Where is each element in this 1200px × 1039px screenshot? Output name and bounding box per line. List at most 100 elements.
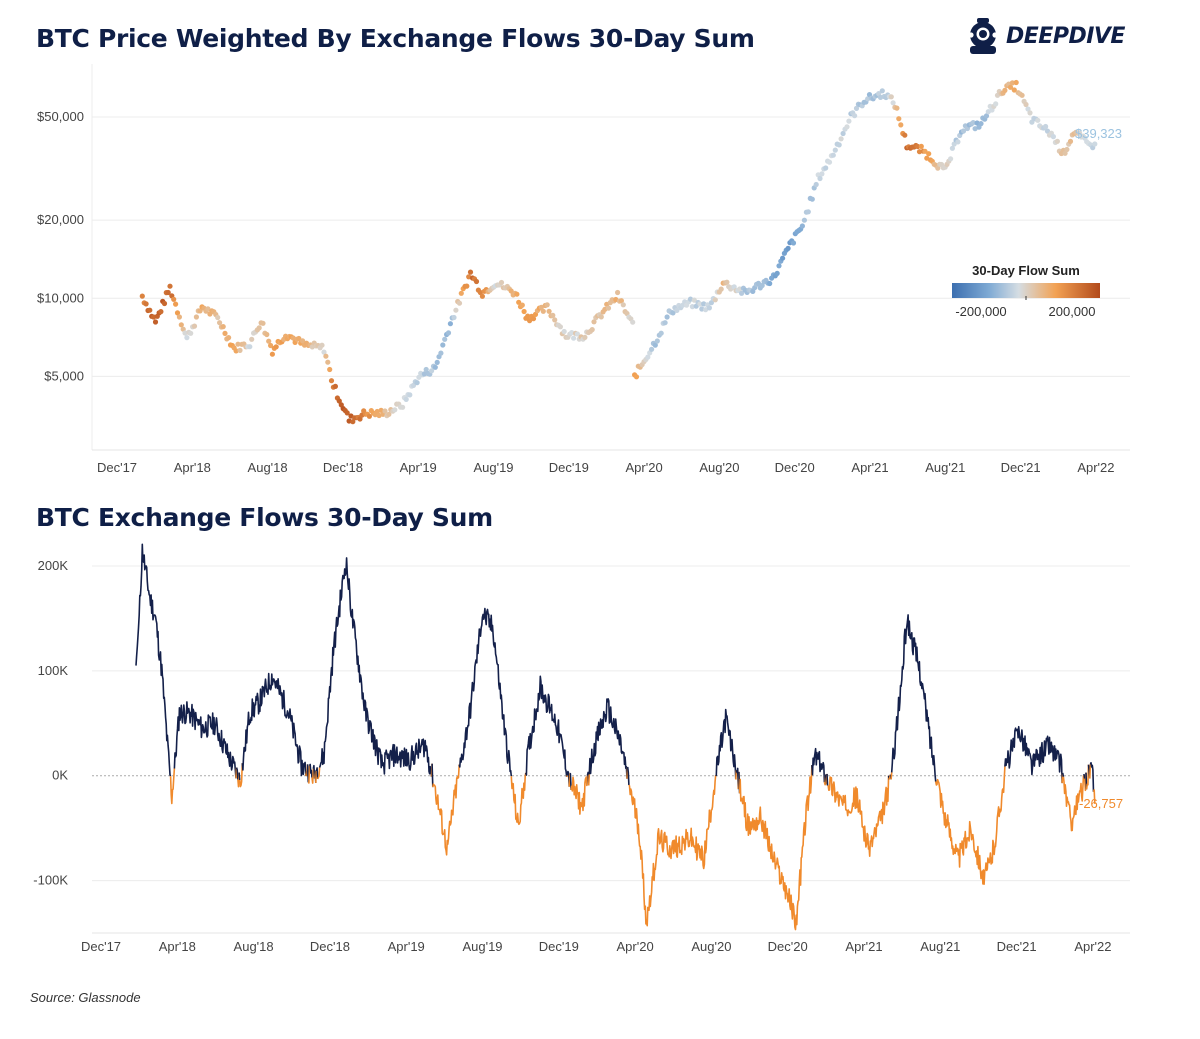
price-point <box>184 335 190 341</box>
price-point <box>188 330 194 336</box>
price-point <box>955 139 961 145</box>
price-point <box>598 314 604 320</box>
inflow-segment <box>306 764 310 783</box>
price-point <box>456 300 463 306</box>
price-point <box>896 116 902 122</box>
x-tick-label: Aug'20 <box>691 939 731 954</box>
x-tick-label: Apr'21 <box>851 460 888 475</box>
price-point <box>674 307 680 313</box>
price-point <box>321 349 327 355</box>
price-point <box>1007 84 1014 90</box>
price-point <box>161 300 168 307</box>
price-point <box>826 159 833 165</box>
outflow-segment <box>587 774 591 786</box>
price-point <box>165 289 171 296</box>
price-point <box>442 336 448 342</box>
outflow-segment <box>1092 789 1096 804</box>
inflow-segment <box>318 557 433 777</box>
price-point <box>143 301 149 307</box>
price-point <box>582 334 588 340</box>
price-point <box>178 322 184 328</box>
price-point <box>247 344 253 350</box>
price-point <box>269 351 275 357</box>
price-point <box>832 147 838 153</box>
x-tick-label: Apr'22 <box>1074 939 1111 954</box>
x-tick-label: Aug'18 <box>248 460 288 475</box>
x-tick-label: Dec'18 <box>323 460 363 475</box>
flow-color-legend: 30-Day Flow Sum -200,000 200,000 <box>952 263 1100 319</box>
price-point <box>453 307 459 313</box>
price-point <box>649 346 655 352</box>
price-point <box>724 279 730 285</box>
x-tick-label: Apr'19 <box>400 460 437 475</box>
price-point <box>217 320 223 326</box>
x-tick-label: Dec'21 <box>1001 460 1041 475</box>
price-point <box>983 113 990 119</box>
price-point <box>432 364 438 370</box>
price-point <box>922 148 928 154</box>
price-point <box>197 308 203 314</box>
price-point <box>1092 141 1098 147</box>
inflow-segment <box>715 708 737 780</box>
inflow-segment <box>826 773 829 786</box>
price-point <box>521 308 527 315</box>
price-point <box>894 105 900 111</box>
price-point <box>434 359 440 365</box>
price-chart-title: BTC Price Weighted By Exchange Flows 30-… <box>36 24 755 53</box>
price-point <box>325 359 331 365</box>
price-point <box>890 100 896 106</box>
price-point <box>830 152 836 158</box>
diver-helmet-icon <box>968 18 998 54</box>
price-point <box>571 335 577 341</box>
price-point <box>633 374 640 380</box>
price-point <box>423 366 429 373</box>
inflow-segment <box>588 698 628 779</box>
price-point <box>350 419 356 425</box>
price-point <box>817 175 823 182</box>
price-point <box>1050 134 1056 140</box>
price-point <box>508 288 514 294</box>
x-tick-label: Aug'18 <box>234 939 274 954</box>
inflow-segment <box>235 767 239 780</box>
x-tick-label: Aug'19 <box>462 939 502 954</box>
price-point <box>139 293 145 299</box>
outflow-segment <box>169 768 176 805</box>
price-point <box>264 331 270 338</box>
price-point <box>516 299 522 305</box>
price-point <box>1035 117 1041 123</box>
inflow-segment <box>1082 773 1086 779</box>
price-point <box>630 319 636 325</box>
price-point <box>374 408 380 415</box>
price-point <box>974 120 980 126</box>
price-point <box>670 310 676 316</box>
price-point <box>1019 92 1025 98</box>
price-point <box>853 105 860 111</box>
x-tick-label: Dec'20 <box>768 939 808 954</box>
price-point <box>618 298 625 304</box>
outflow-segment <box>238 763 244 788</box>
legend-gradient-bar <box>952 283 1100 298</box>
price-point <box>926 151 932 157</box>
outflow-segment <box>565 775 569 778</box>
price-point <box>235 341 241 347</box>
price-point <box>414 380 420 386</box>
price-point <box>440 342 446 348</box>
y-tick-label: 200K <box>38 558 69 573</box>
price-point <box>233 348 239 354</box>
y-tick-label: $10,000 <box>37 290 84 305</box>
legend-title: 30-Day Flow Sum <box>972 263 1080 278</box>
price-point <box>392 407 398 413</box>
price-point <box>691 297 697 303</box>
price-point <box>319 342 325 348</box>
price-point <box>620 302 626 308</box>
price-point <box>785 245 791 251</box>
price-point <box>336 398 342 404</box>
price-point <box>296 335 302 342</box>
last-price-label: $39,323 <box>1075 126 1122 141</box>
price-point <box>1011 87 1017 93</box>
outflow-segment <box>827 775 890 858</box>
outflow-segment <box>307 765 311 784</box>
price-point <box>960 128 967 134</box>
price-point <box>918 143 924 149</box>
price-point <box>970 120 976 126</box>
